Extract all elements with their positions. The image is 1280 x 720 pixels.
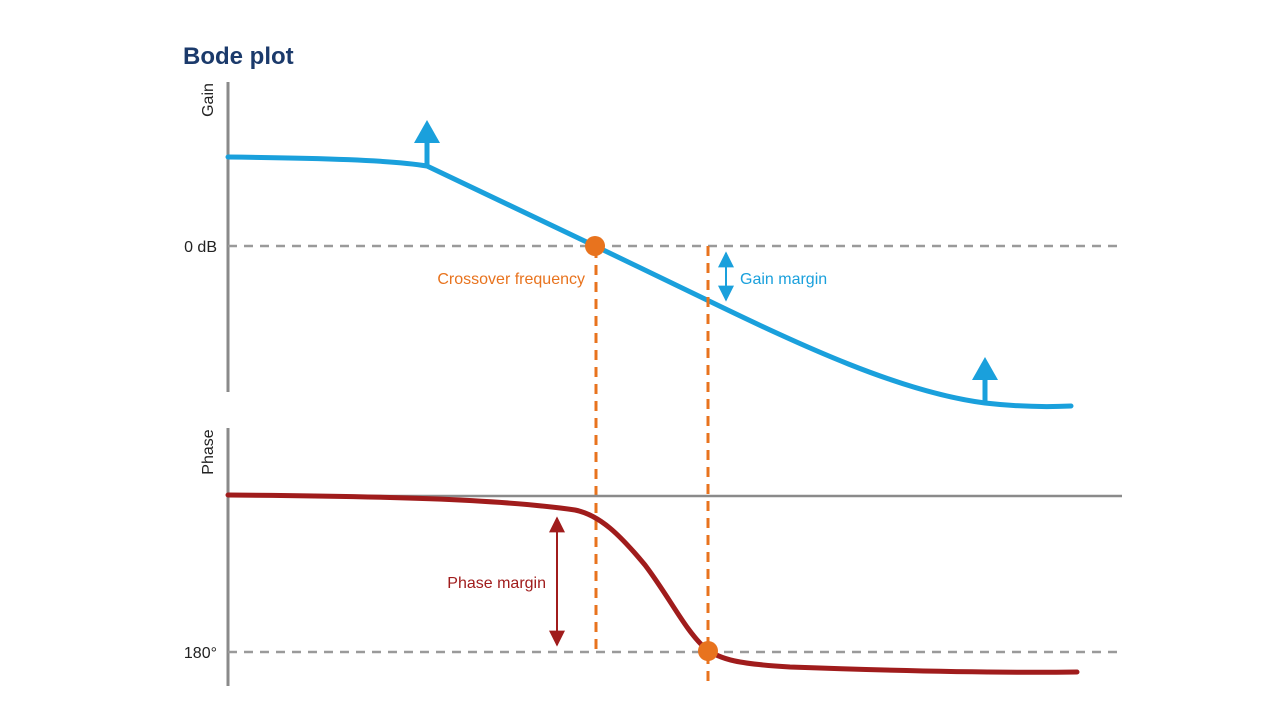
crossover-frequency-label: Crossover frequency bbox=[437, 271, 585, 288]
phase-crossover-point bbox=[698, 641, 718, 661]
zero-db-label: 0 dB bbox=[184, 239, 217, 256]
gain-curve bbox=[225, 154, 1074, 410]
phase-curve bbox=[225, 492, 1080, 675]
diagram-title: Bode plot bbox=[183, 43, 294, 70]
phase-axis-label: Phase bbox=[200, 429, 217, 474]
gain-axis-label: Gain bbox=[200, 83, 217, 117]
gain-shift-arrow-right bbox=[972, 357, 998, 403]
gain-crossover-point bbox=[585, 236, 605, 256]
gain-margin-label: Gain margin bbox=[740, 271, 827, 288]
gain-shift-arrow-left bbox=[414, 120, 440, 166]
phase-180-label: 180° bbox=[184, 645, 217, 662]
phase-margin-label: Phase margin bbox=[447, 575, 546, 592]
